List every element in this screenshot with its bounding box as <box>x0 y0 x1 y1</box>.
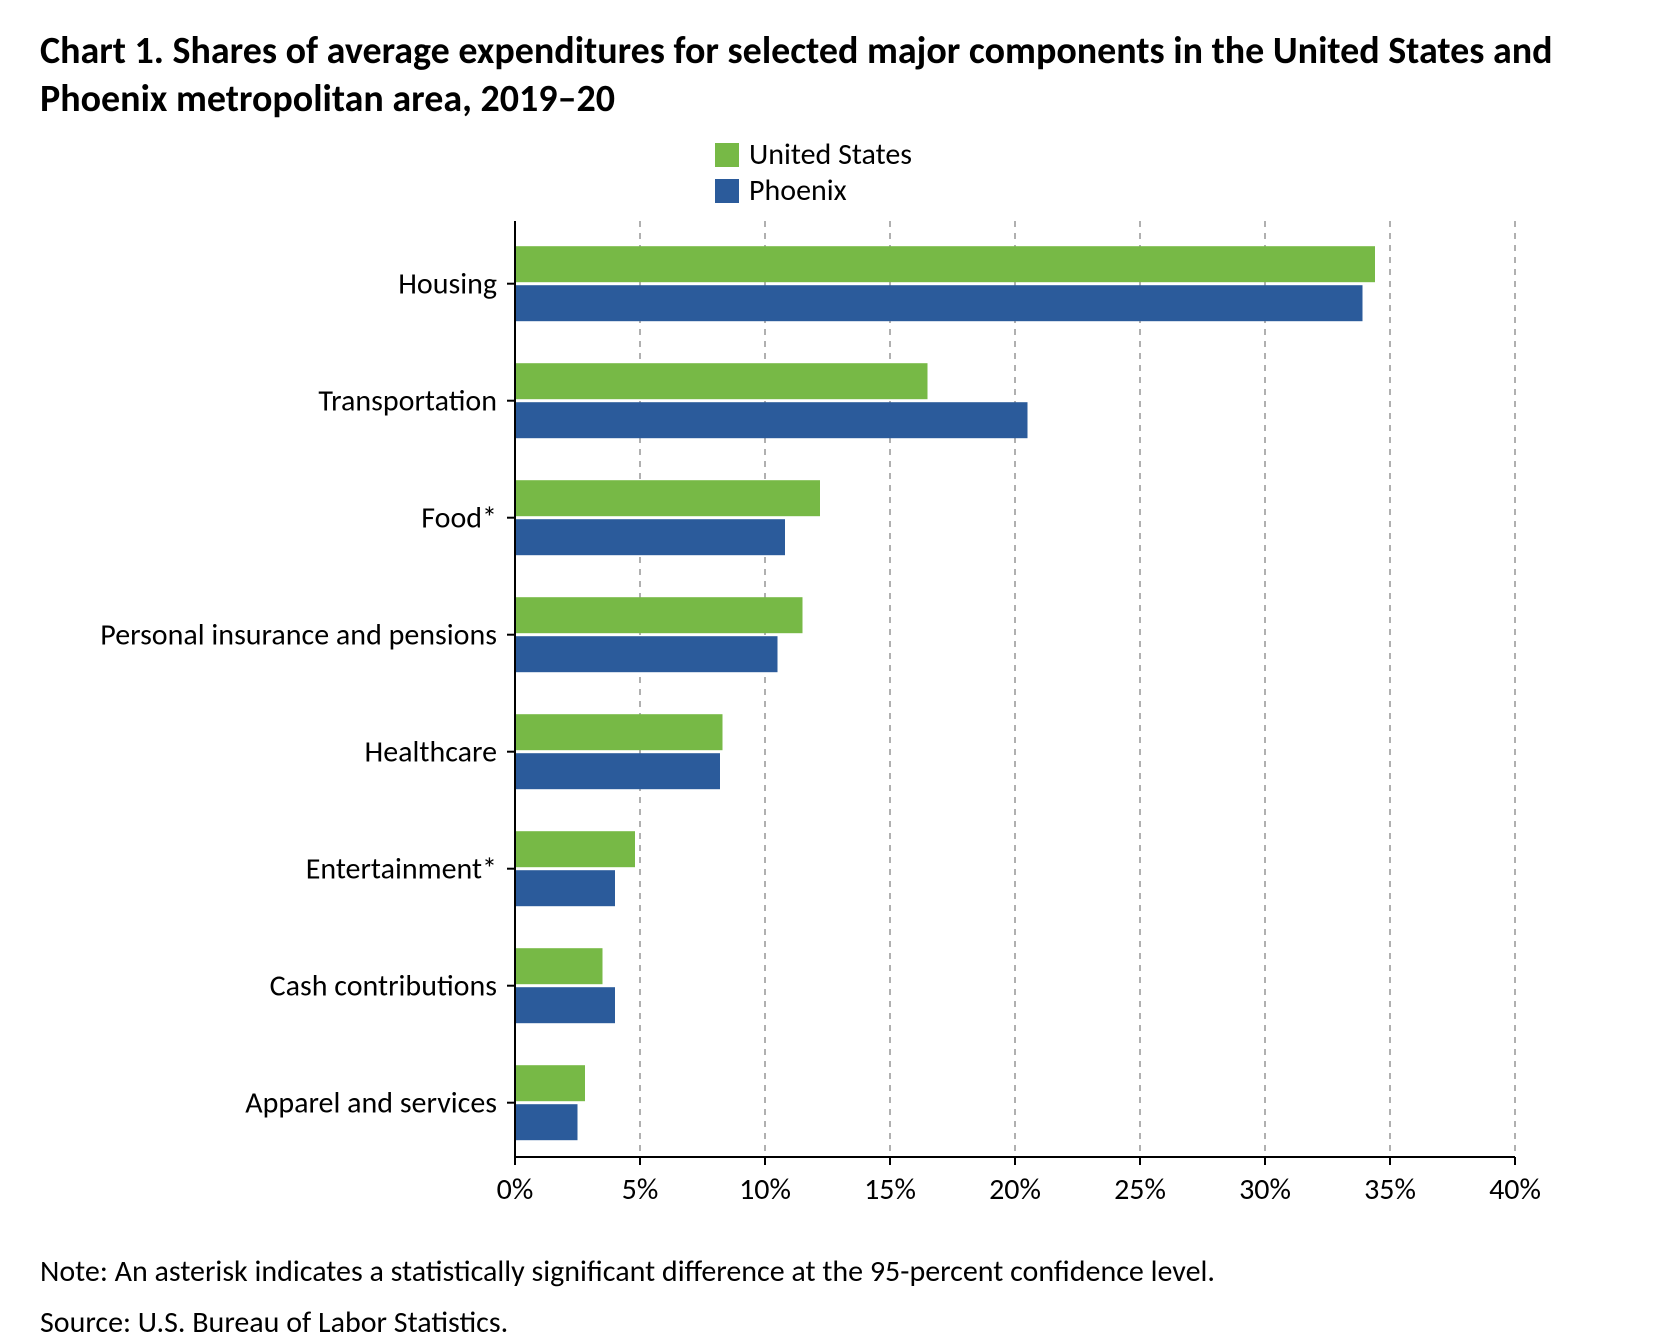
bar <box>515 1104 578 1140</box>
bar <box>515 636 778 672</box>
chart-svg: United StatesPhoenix 0% 5% 10% 15% 20% 25% 30% 3… <box>40 131 1616 1237</box>
bar <box>515 363 928 399</box>
x-tick-label: 10% <box>739 1171 791 1208</box>
chart-source: Source: U.S. Bureau of Labor Statistics. <box>40 1303 1616 1343</box>
legend-label: Phoenix <box>749 172 847 209</box>
legend-swatch <box>715 143 739 167</box>
x-tick-label: 40% <box>1489 1171 1541 1208</box>
x-tick-label: 5% <box>622 1171 659 1208</box>
x-tick-label: 35% <box>1364 1171 1416 1208</box>
legend-label: United States <box>749 136 912 173</box>
x-tick-label: 20% <box>989 1171 1041 1208</box>
legend-swatch <box>715 179 739 203</box>
bar <box>515 597 803 633</box>
category-label: Healthcare <box>365 734 497 771</box>
x-tick-label: 0% <box>497 1171 534 1208</box>
x-tick-label: 25% <box>1114 1171 1166 1208</box>
bar <box>515 519 785 555</box>
bar <box>515 285 1363 321</box>
bar <box>515 870 615 906</box>
bar <box>515 402 1028 438</box>
category-label: Apparel and services <box>245 1085 497 1122</box>
bar <box>515 480 820 516</box>
bar <box>515 714 723 750</box>
category-label: Transportation <box>318 383 497 420</box>
category-label: Entertainment* <box>306 851 497 888</box>
bar <box>515 753 720 789</box>
x-tick-label: 30% <box>1239 1171 1291 1208</box>
bar <box>515 948 603 984</box>
bar <box>515 246 1375 282</box>
chart-note: Note: An asterisk indicates a statistica… <box>40 1252 1616 1293</box>
category-label: Personal insurance and pensions <box>100 617 497 654</box>
category-label: Housing <box>398 266 497 303</box>
category-label: Cash contributions <box>270 968 497 1005</box>
bar <box>515 831 635 867</box>
chart-title: Chart 1. Shares of average expenditures … <box>40 28 1616 123</box>
x-tick-label: 15% <box>864 1171 916 1208</box>
bar <box>515 1065 585 1101</box>
chart-container: United StatesPhoenix 0% 5% 10% 15% 20% 25% 30% 3… <box>40 131 1616 1242</box>
category-label: Food* <box>421 500 497 537</box>
bar <box>515 987 615 1023</box>
